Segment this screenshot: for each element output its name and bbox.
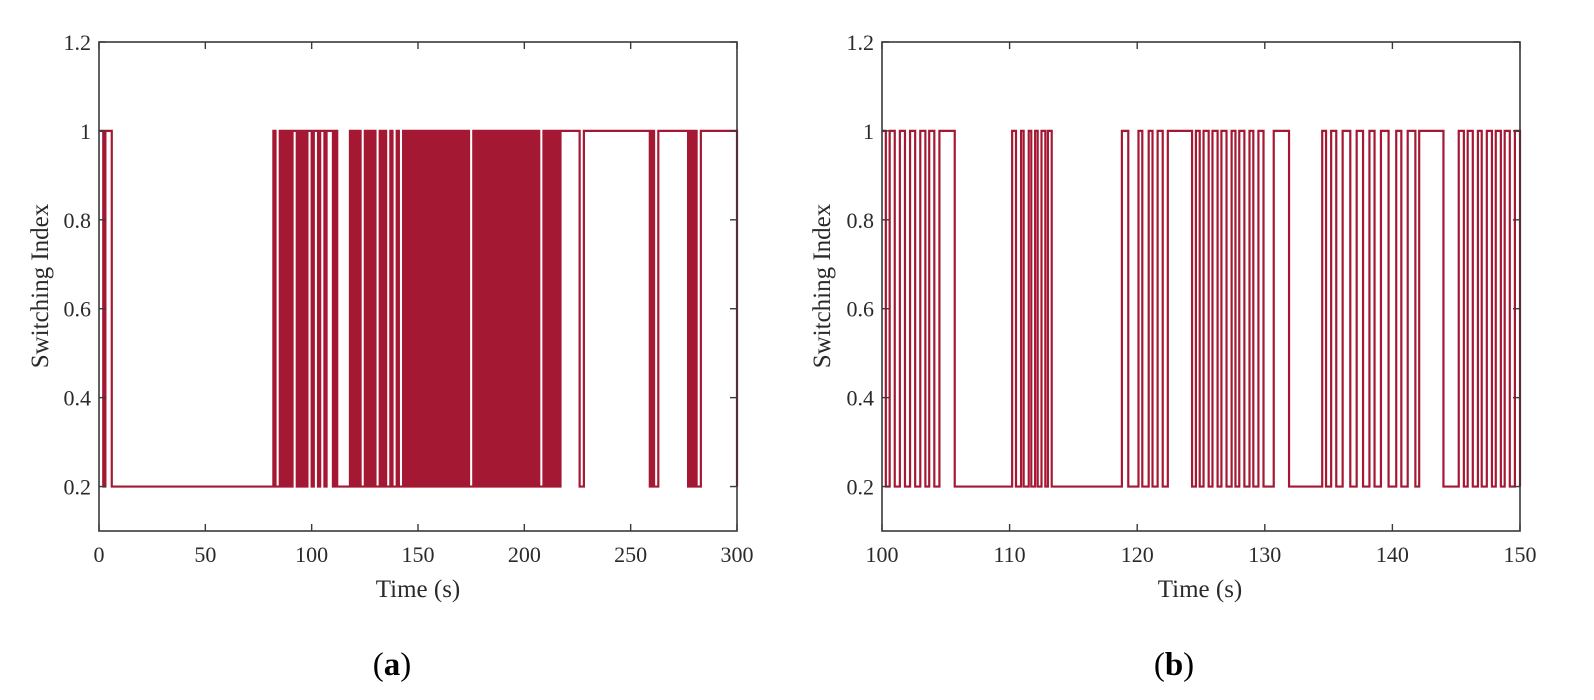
plot-area-b: 100 110 120 130 140 150 0.2 0.4 0.6 0.8 1 1.2 [847,30,1537,567]
x-tick-label-a: 300 [721,542,754,567]
y-tick-label-b: 0.6 [847,297,875,322]
axes-frame-b [881,41,1521,532]
plot-area-a: 0 50 100 150 200 250 300 0.2 0.4 0.6 0.8 1 1.2 [64,30,754,567]
series-line-b [882,129,1522,488]
panel-label-b: (b) [1154,647,1194,683]
y-tick-label-b: 1 [863,119,874,144]
panel-a: 0 50 100 150 200 250 300 0.2 0.4 0.6 0.8 1 1.2 Time … [27,30,754,683]
x-axis-title-a: Time (s) [376,576,461,603]
x-tick-label-b: 120 [1121,542,1154,567]
x-tick-label-a: 100 [295,542,328,567]
y-tick-label-b: 0.4 [847,386,875,411]
x-tick-label-a: 200 [508,542,541,567]
y-tick-label-b: 0.8 [847,208,875,233]
y-tick-label-a: 0.6 [64,297,92,322]
series-line-a [99,129,739,488]
panel-label-letter-b: b [1165,647,1183,683]
x-tick-label-b: 140 [1376,542,1409,567]
x-tick-label-b: 100 [866,542,899,567]
x-tick-label-a: 150 [402,542,435,567]
panel-label-letter-a: a [384,647,401,683]
x-tick-label-b: 130 [1248,542,1281,567]
y-tick-label-a: 1.2 [64,30,92,55]
y-axis-title-a: Switching Index [27,203,54,368]
x-tick-label-a: 50 [194,542,216,567]
x-tick-label-b: 150 [1504,542,1537,567]
y-axis-title-b: Switching Index [809,203,836,368]
y-tick-label-b: 0.2 [847,475,875,500]
y-tick-label-a: 0.2 [64,475,92,500]
x-axis-title-b: Time (s) [1158,576,1243,603]
x-tick-label-a: 250 [614,542,647,567]
panel-label-a: (a) [373,647,412,683]
y-tick-label-a: 1 [80,119,91,144]
y-tick-label-a: 0.8 [64,208,92,233]
panel-b: 100 110 120 130 140 150 0.2 0.4 0.6 0.8 1 1.2 Time … [809,30,1537,683]
y-tick-label-b: 1.2 [847,30,875,55]
y-tick-label-a: 0.4 [64,386,92,411]
x-tick-label-a: 0 [94,542,105,567]
x-tick-label-b: 110 [994,542,1026,567]
